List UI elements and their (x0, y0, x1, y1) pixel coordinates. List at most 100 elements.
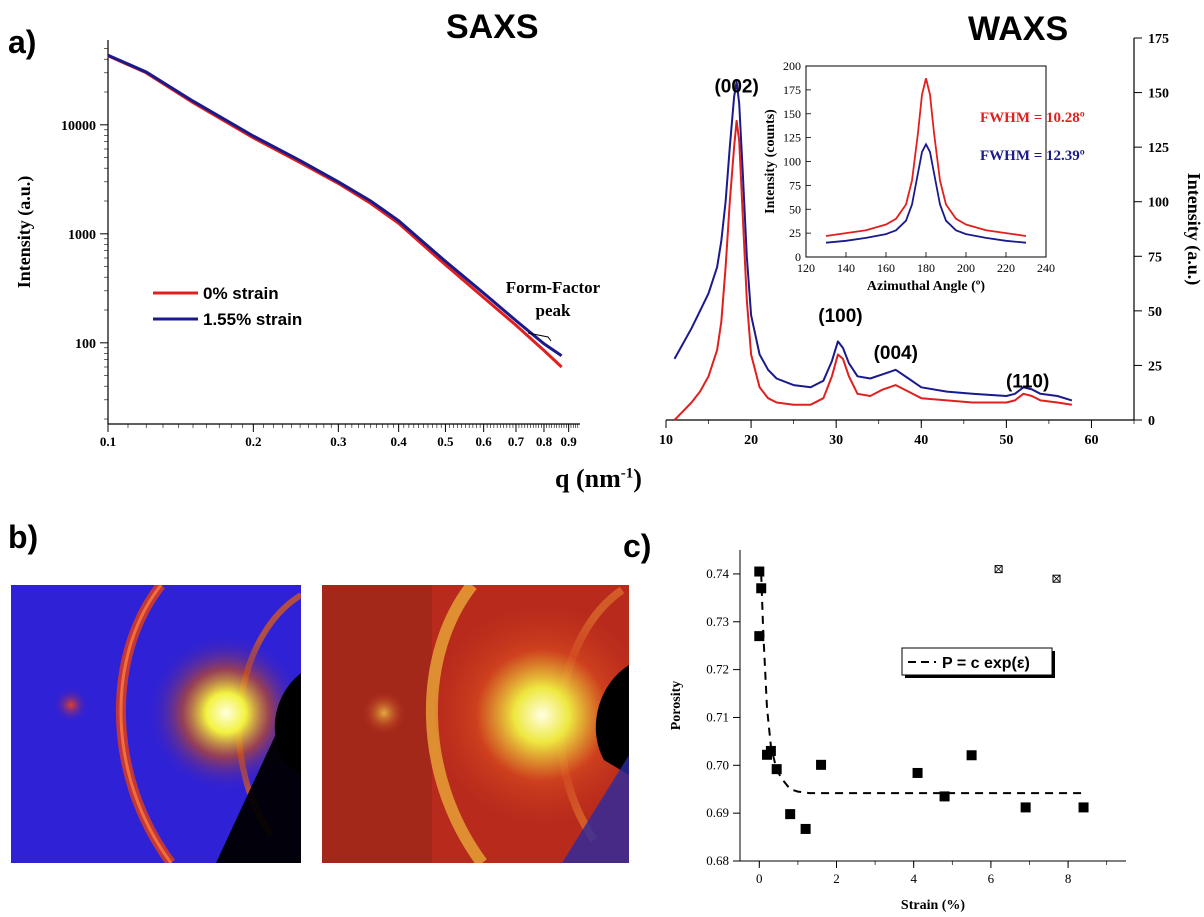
porosity-data-point (939, 791, 950, 802)
saxs-x-tick-label: 0.8 (536, 434, 553, 449)
saxs-series-line-2 (107, 53, 563, 358)
waxs-y-tick-label: 75 (1148, 250, 1162, 265)
inset-fwhm-blue: FWHM = 12.39º (980, 148, 1085, 164)
porosity-marker-cross (994, 565, 1003, 573)
waxs-y-tick-label: 100 (1148, 196, 1169, 211)
panel-c-label: c) (623, 528, 652, 564)
inset-x-axis-label: Azimuthal Angle (º) (867, 279, 986, 294)
inset-x-tick-label: 220 (997, 261, 1015, 275)
panel-b-label: b) (8, 519, 39, 555)
saxs-x-tick-label: 0.9 (561, 434, 578, 449)
porosity-fit-line (760, 573, 1084, 795)
saxs-annotation-line2: peak (536, 301, 572, 320)
waxs-y-tick-label: 0 (1148, 414, 1155, 429)
porosity-x-axis-label: Strain (%) (901, 898, 966, 913)
porosity-data-point (966, 750, 977, 761)
porosity-x-tick-label: 6 (988, 871, 995, 886)
saxs-x-tick-label: 0.4 (391, 434, 408, 449)
porosity-x-tick-label: 4 (910, 871, 917, 886)
inset-y-tick-label: 200 (783, 59, 801, 73)
waxs-x-tick-label: 10 (659, 433, 673, 448)
inset-series-line-2 (825, 142, 1027, 244)
waxs-y-tick-label: 50 (1148, 305, 1162, 320)
porosity-data-point (1020, 802, 1031, 813)
porosity-data-point (754, 631, 765, 642)
inset-y-tick-label: 175 (783, 83, 801, 97)
inset-x-tick-label: 200 (957, 261, 975, 275)
inset-series-line-1 (825, 78, 1027, 237)
inset-y-tick-label: 100 (783, 155, 801, 169)
diffraction-image-left (11, 585, 301, 863)
waxs-series-line-2 (673, 80, 1073, 402)
waxs-y-axis-label: Intensity (a.u.) (1183, 173, 1204, 286)
waxs-series-line-1 (673, 119, 1073, 421)
waxs-chart: 10 20 30 40 50 60 0 25 50 75 100 125 150 175 Intensity… (659, 32, 1204, 448)
inset-x-tick-label: 240 (1037, 261, 1055, 275)
inset-fwhm-red: FWHM = 10.28º (980, 110, 1085, 126)
saxs-x-tick-label: 0.2 (245, 434, 261, 449)
porosity-y-tick-label: 0.70 (706, 757, 729, 772)
saxs-legend-label: 0% strain (203, 284, 279, 303)
porosity-data-point (771, 764, 782, 775)
waxs-x-tick-label: 40 (914, 433, 928, 448)
porosity-data-point (765, 745, 776, 756)
saxs-annotation-bracket (527, 332, 552, 342)
porosity-y-tick-label: 0.72 (706, 662, 729, 677)
porosity-data-point (756, 583, 767, 594)
porosity-marker-cross (1052, 574, 1061, 583)
inset-y-axis-label: Intensity (counts) (763, 109, 778, 214)
inset-y-tick-label: 150 (783, 107, 801, 121)
waxs-title: WAXS (968, 10, 1069, 48)
porosity-x-tick-label: 2 (833, 871, 840, 886)
waxs-x-tick-label: 60 (1084, 433, 1098, 448)
inset-y-tick-label: 0 (795, 250, 801, 264)
waxs-y-tick-label: 150 (1148, 87, 1169, 102)
waxs-x-tick-label: 30 (829, 433, 843, 448)
shared-xlabel-main: q (nm (555, 464, 621, 493)
porosity-x-tick-label: 0 (756, 871, 763, 886)
saxs-y-tick-label: 10000 (61, 119, 96, 134)
inset-y-tick-label: 125 (783, 131, 801, 145)
shared-xlabel-tail: ) (633, 464, 642, 493)
waxs-y-tick-label: 175 (1148, 32, 1169, 47)
porosity-x-tick-label: 8 (1065, 871, 1072, 886)
porosity-y-tick-label: 0.68 (706, 853, 729, 868)
saxs-x-tick-label: 0.1 (100, 434, 116, 449)
saxs-title: SAXS (446, 8, 539, 46)
waxs-peak-label: (110) (1006, 371, 1049, 392)
shared-xlabel-sup: -1 (620, 465, 634, 482)
porosity-data-point (754, 566, 765, 577)
waxs-x-tick-label: 20 (744, 433, 758, 448)
porosity-chart: 0 2 4 6 8 0.68 0.69 0.70 0.71 0.72 0.73 0.74 Strain … (669, 550, 1126, 913)
porosity-y-tick-label: 0.73 (706, 614, 729, 629)
inset-x-tick-label: 160 (877, 261, 895, 275)
waxs-y-tick-label: 25 (1148, 359, 1162, 374)
porosity-y-tick-label: 0.71 (706, 709, 729, 724)
porosity-data-point (1078, 802, 1089, 813)
waxs-x-tick-label: 50 (999, 433, 1013, 448)
inset-x-tick-label: 180 (917, 261, 935, 275)
saxs-annotation-line1: Form-Factor (506, 278, 600, 297)
inset-y-tick-label: 75 (789, 178, 801, 192)
waxs-peak-label: (004) (874, 343, 918, 364)
saxs-y-tick-label: 1000 (68, 228, 96, 243)
saxs-x-tick-label: 0.7 (508, 434, 525, 449)
diffraction-image-right (322, 585, 629, 863)
saxs-x-tick-label: 0.3 (330, 434, 347, 449)
saxs-legend-label: 1.55% strain (203, 310, 302, 329)
saxs-y-tick-label: 100 (75, 337, 96, 352)
porosity-data-point (912, 767, 923, 778)
saxs-chart: 0.1 0.2 0.3 0.4 0.5 0.6 0.7 0.8 0.9 100 1000 10000 I… (14, 40, 600, 449)
waxs-peak-label: (002) (714, 77, 758, 98)
inset-frame (805, 65, 1047, 258)
inset-x-tick-label: 140 (837, 261, 855, 275)
saxs-x-tick-label: 0.5 (437, 434, 454, 449)
panel-a-label: a) (8, 24, 37, 60)
porosity-data-point (800, 823, 811, 834)
inset-y-tick-label: 25 (789, 226, 801, 240)
porosity-data-point (816, 759, 827, 770)
waxs-y-tick-label: 125 (1148, 141, 1169, 156)
inset-x-tick-label: 120 (797, 261, 815, 275)
waxs-peak-label: (100) (818, 306, 862, 327)
saxs-y-axis-label: Intensity (a.u.) (14, 176, 35, 289)
